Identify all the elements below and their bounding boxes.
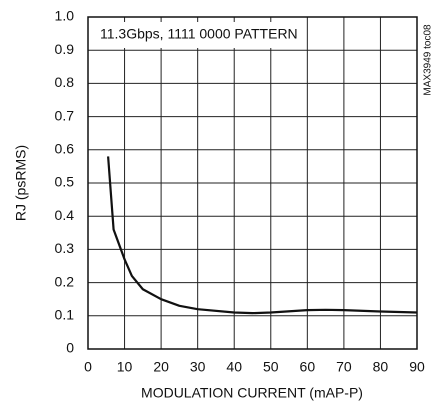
- y-tick-label: 0.3: [55, 240, 75, 256]
- y-tick-label: 0.6: [55, 141, 75, 157]
- x-tick-label: 50: [263, 359, 279, 375]
- x-tick-label: 60: [300, 359, 316, 375]
- y-tick-label: 0.4: [55, 207, 75, 223]
- x-tick-label: 0: [84, 359, 92, 375]
- side-note: MAX3949 toc08: [423, 24, 434, 96]
- y-tick-label: 1.0: [55, 8, 75, 24]
- y-tick-label: 0.7: [55, 107, 75, 123]
- plot-frame: [87, 16, 418, 350]
- y-tick-label: 0.2: [55, 273, 75, 289]
- x-tick-label: 20: [153, 359, 169, 375]
- x-tick-label: 30: [190, 359, 206, 375]
- x-tick-label: 40: [226, 359, 242, 375]
- data-line: [107, 156, 418, 315]
- x-tick-label: 70: [336, 359, 352, 375]
- x-tick-label: 10: [117, 359, 133, 375]
- y-tick-label: 0.5: [55, 174, 75, 190]
- y-tick-label: 0.1: [55, 307, 75, 323]
- annotation-box: [96, 22, 302, 48]
- y-tick-label: 0.8: [55, 74, 75, 90]
- y-tick-label: 0.9: [55, 41, 75, 57]
- y-axis-label: RJ (psRMS): [13, 145, 29, 221]
- y-tick-label: 0: [66, 340, 74, 356]
- annotation: 11.3Gbps, 1111 0000 PATTERN: [100, 26, 298, 42]
- x-tick-label: 90: [409, 359, 425, 375]
- x-tick-label: 80: [373, 359, 389, 375]
- x-axis-label: MODULATION CURRENT (mAP-P): [141, 385, 363, 401]
